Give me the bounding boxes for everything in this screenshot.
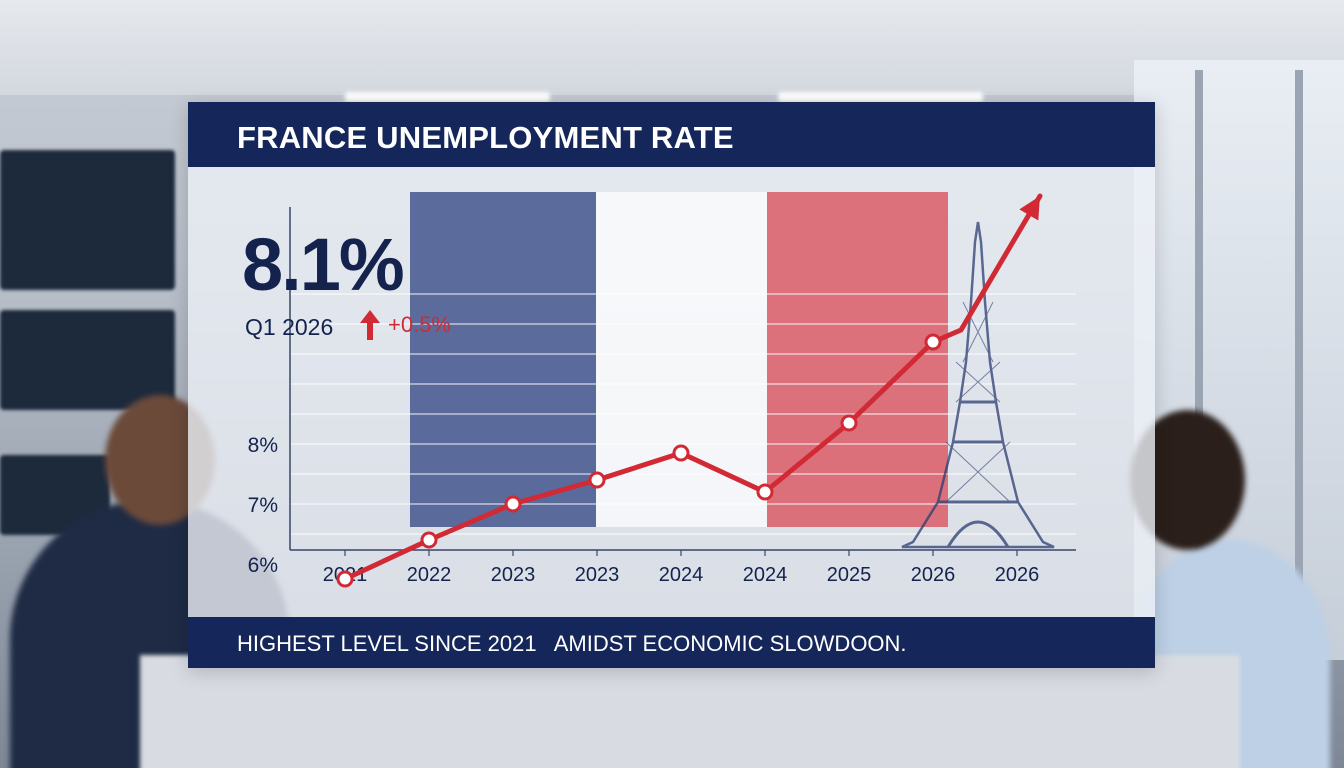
y-tick-label: 6% [248, 554, 278, 577]
flag-band-white [596, 192, 767, 527]
flag-band-red [767, 192, 948, 527]
data-point [588, 471, 606, 489]
headline-value: 8.1% [242, 223, 405, 306]
data-point [840, 414, 858, 432]
eiffel-tower-icon [901, 221, 1055, 549]
ceiling [0, 0, 1344, 95]
chart-canvas: 6%7%8%2021202220232023202420242025202620… [248, 192, 1076, 588]
x-tick-label: 2024 [659, 564, 704, 586]
data-point [420, 531, 438, 549]
flag-band-blue [410, 192, 596, 527]
data-point [672, 444, 690, 462]
x-tick-label: 2026 [995, 564, 1040, 586]
x-tick-label: 2026 [911, 564, 956, 586]
window-frame [1195, 70, 1203, 670]
panel-footer: HIGHEST LEVEL SINCE 2021 AMIDST ECONOMIC… [188, 617, 1155, 668]
window-frame [1295, 70, 1303, 670]
conference-table [140, 655, 1240, 768]
data-point [504, 495, 522, 513]
headline-change: +0.5% [360, 310, 451, 340]
wall-monitor [0, 310, 175, 410]
chart-title: FRANCE UNEMPLOYMENT RATE [237, 120, 734, 155]
footer-caption: HIGHEST LEVEL SINCE 2021 AMIDST ECONOMIC… [237, 631, 907, 656]
trend-arrow-head [1019, 196, 1040, 221]
y-tick-label: 7% [248, 494, 278, 517]
ceiling-light [778, 92, 983, 102]
ceiling-light [345, 92, 550, 102]
chart-panel: 6%7%8%2021202220232023202420242025202620… [188, 102, 1155, 668]
y-tick-label: 8% [248, 434, 278, 457]
x-tick-label: 2024 [743, 564, 788, 586]
data-point [924, 333, 942, 351]
panel-header: FRANCE UNEMPLOYMENT RATE [188, 102, 1155, 167]
headline-change-value: +0.5% [388, 312, 451, 337]
wall-monitor [0, 150, 175, 290]
data-point [336, 570, 354, 588]
x-tick-label: 2022 [407, 564, 452, 586]
x-tick-label: 2023 [575, 564, 620, 586]
series-line [342, 193, 1043, 582]
x-tick-label: 2025 [827, 564, 872, 586]
data-point [756, 483, 774, 501]
up-arrow-icon [360, 310, 380, 340]
headline-period: Q1 2026 [245, 314, 334, 340]
x-tick-label: 2023 [491, 564, 536, 586]
